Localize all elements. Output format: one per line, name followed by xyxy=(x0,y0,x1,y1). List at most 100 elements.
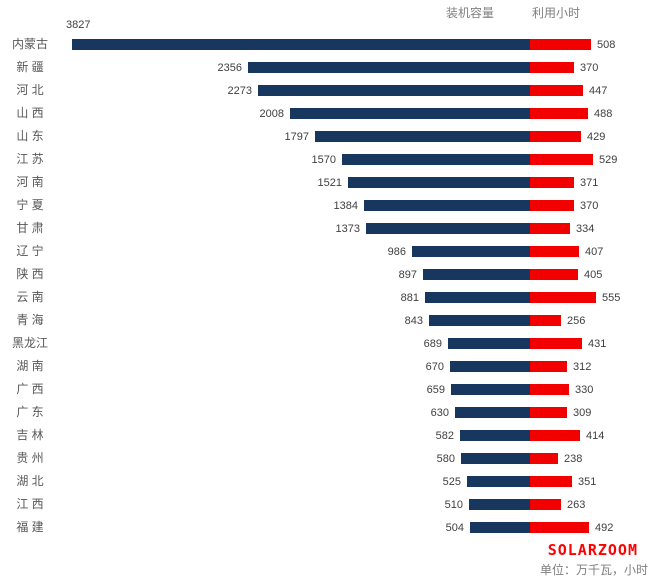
capacity-value: 2273 xyxy=(227,84,252,97)
hours-value: 488 xyxy=(594,107,613,120)
row-plot: 1384 370 xyxy=(60,194,654,217)
capacity-value: 2008 xyxy=(259,107,284,120)
hours-value: 407 xyxy=(585,245,604,258)
capacity-bar xyxy=(429,315,530,326)
capacity-bar xyxy=(425,292,530,303)
solarzoom-watermark: SOLARZOOM xyxy=(547,541,638,559)
category-label: 山 东 xyxy=(16,129,44,143)
row-plot: 1373 334 xyxy=(60,217,654,240)
hours-bar xyxy=(530,407,567,418)
capacity-value: 986 xyxy=(387,245,406,258)
capacity-bar xyxy=(460,430,530,441)
bar-row: 青 海 843 256 xyxy=(0,309,654,332)
capacity-bar xyxy=(366,223,530,234)
hours-value: 312 xyxy=(573,360,592,373)
category-label: 山 西 xyxy=(16,106,44,120)
capacity-value: 659 xyxy=(426,383,445,396)
bar-row: 河 南 1521 371 xyxy=(0,171,654,194)
hours-bar xyxy=(530,39,591,50)
bar-row: 湖 北 525 351 xyxy=(0,470,654,493)
category-label: 湖 北 xyxy=(16,474,44,488)
row-plot: 1570 529 xyxy=(60,148,654,171)
capacity-value: 582 xyxy=(435,429,454,442)
bar-row: 广 西 659 330 xyxy=(0,378,654,401)
row-plot: 689 431 xyxy=(60,332,654,355)
hours-value: 370 xyxy=(580,199,599,212)
category-label: 河 北 xyxy=(16,83,44,97)
hours-value: 370 xyxy=(580,61,599,74)
category-label: 辽 宁 xyxy=(16,244,44,258)
hours-bar xyxy=(530,131,581,142)
hours-bar xyxy=(530,62,574,73)
bar-row: 云 南 881 555 xyxy=(0,286,654,309)
category-label: 云 南 xyxy=(16,290,44,304)
category-label: 广 西 xyxy=(16,382,44,396)
capacity-bar xyxy=(455,407,530,418)
row-plot: 843 256 xyxy=(60,309,654,332)
unit-note: 单位：万千瓦，小时 xyxy=(539,563,648,577)
row-plot: 986 407 xyxy=(60,240,654,263)
capacity-value: 580 xyxy=(436,452,455,465)
row-plot: 582 414 xyxy=(60,424,654,447)
bar-row: 湖 南 670 312 xyxy=(0,355,654,378)
capacity-value: 1384 xyxy=(333,199,358,212)
hours-value: 555 xyxy=(602,291,621,304)
hours-value: 330 xyxy=(575,383,594,396)
row-plot: 580 238 xyxy=(60,447,654,470)
hours-value: 334 xyxy=(576,222,595,235)
hours-bar xyxy=(530,499,561,510)
hours-value: 529 xyxy=(599,153,618,166)
row-plot: 3827 508 xyxy=(60,19,654,56)
hours-value: 263 xyxy=(567,498,586,511)
category-label: 黑龙江 xyxy=(11,336,48,350)
row-plot: 2008 488 xyxy=(60,102,654,125)
row-plot: 670 312 xyxy=(60,355,654,378)
category-label: 吉 林 xyxy=(16,428,44,442)
capacity-value: 1797 xyxy=(284,130,309,143)
hours-bar xyxy=(530,200,574,211)
hours-bar xyxy=(530,315,561,326)
category-label: 江 苏 xyxy=(16,152,44,166)
capacity-value: 843 xyxy=(404,314,423,327)
capacity-bar xyxy=(451,384,530,395)
category-label: 甘 肃 xyxy=(16,221,44,235)
capacity-bar xyxy=(290,108,530,119)
category-label: 广 东 xyxy=(16,405,44,419)
bar-row: 辽 宁 986 407 xyxy=(0,240,654,263)
capacity-bar xyxy=(423,269,530,280)
capacity-value: 897 xyxy=(398,268,417,281)
capacity-bar xyxy=(467,476,530,487)
capacity-bar xyxy=(342,154,530,165)
row-plot: 510 263 xyxy=(60,493,654,516)
capacity-value: 525 xyxy=(442,475,461,488)
capacity-value: 510 xyxy=(444,498,463,511)
hours-bar xyxy=(530,246,579,257)
capacity-bar xyxy=(258,85,530,96)
capacity-value: 1373 xyxy=(335,222,360,235)
hours-bar xyxy=(530,453,558,464)
bar-row: 甘 肃 1373 334 xyxy=(0,217,654,240)
hours-value: 508 xyxy=(597,38,616,51)
row-plot: 897 405 xyxy=(60,263,654,286)
bar-row: 山 东 1797 429 xyxy=(0,125,654,148)
capacity-value: 2356 xyxy=(217,61,242,74)
hours-value: 431 xyxy=(588,337,607,350)
bar-row: 新 疆 2356 370 xyxy=(0,56,654,79)
hours-value: 492 xyxy=(595,521,614,534)
hours-value: 371 xyxy=(580,176,599,189)
hours-bar xyxy=(530,476,572,487)
bar-row: 福 建 504 492 xyxy=(0,516,654,539)
hours-bar xyxy=(530,384,569,395)
capacity-value: 689 xyxy=(423,337,442,350)
hours-bar xyxy=(530,85,583,96)
category-label: 福 建 xyxy=(16,520,44,534)
capacity-value: 504 xyxy=(445,521,464,534)
hours-bar xyxy=(530,154,593,165)
category-label: 陕 西 xyxy=(16,267,44,281)
hours-bar xyxy=(530,108,588,119)
capacity-value: 630 xyxy=(430,406,449,419)
hours-bar xyxy=(530,338,582,349)
capacity-bar xyxy=(469,499,530,510)
hours-bar xyxy=(530,361,567,372)
hours-bar xyxy=(530,430,580,441)
